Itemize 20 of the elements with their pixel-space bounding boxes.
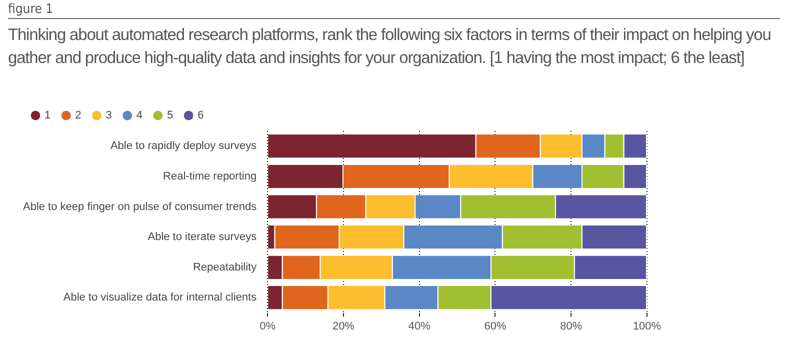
y-tick-label: Able to rapidly deploy surveys [110, 140, 258, 152]
legend-label: 1 [44, 110, 51, 122]
x-tick-label: 60% [484, 320, 506, 332]
x-tick-label: 100% [632, 320, 662, 332]
legend-label: 6 [198, 110, 204, 122]
x-tick-label: 0% [260, 320, 276, 332]
legend-label: 4 [136, 110, 142, 122]
y-tick-label: Able to iterate surveys [148, 231, 258, 244]
chart-title: Thinking about automated research platforms, rank the following six factors in terms of their impact on helping you gather and produce high-quality data and insights for your organization. [1 having the most impact; 6 the least] [8, 25, 772, 69]
caption: figure 1 [8, 2, 780, 19]
x-tick-label: 20% [332, 320, 355, 332]
x-tick-label: 40% [408, 320, 431, 332]
legend-label: 3 [106, 110, 112, 122]
y-tick-label: Repeatability [192, 261, 258, 274]
x-tick-label: 80% [560, 320, 582, 332]
y-tick-label: Real-time reporting [163, 170, 257, 182]
legend-label: 5 [166, 110, 174, 122]
y-tick-label: Able to keep finger on pulse of consumer trends [22, 200, 258, 213]
legend-label: 2 [75, 110, 82, 122]
y-tick-label: Able to visualize data for internal clients [63, 292, 258, 304]
